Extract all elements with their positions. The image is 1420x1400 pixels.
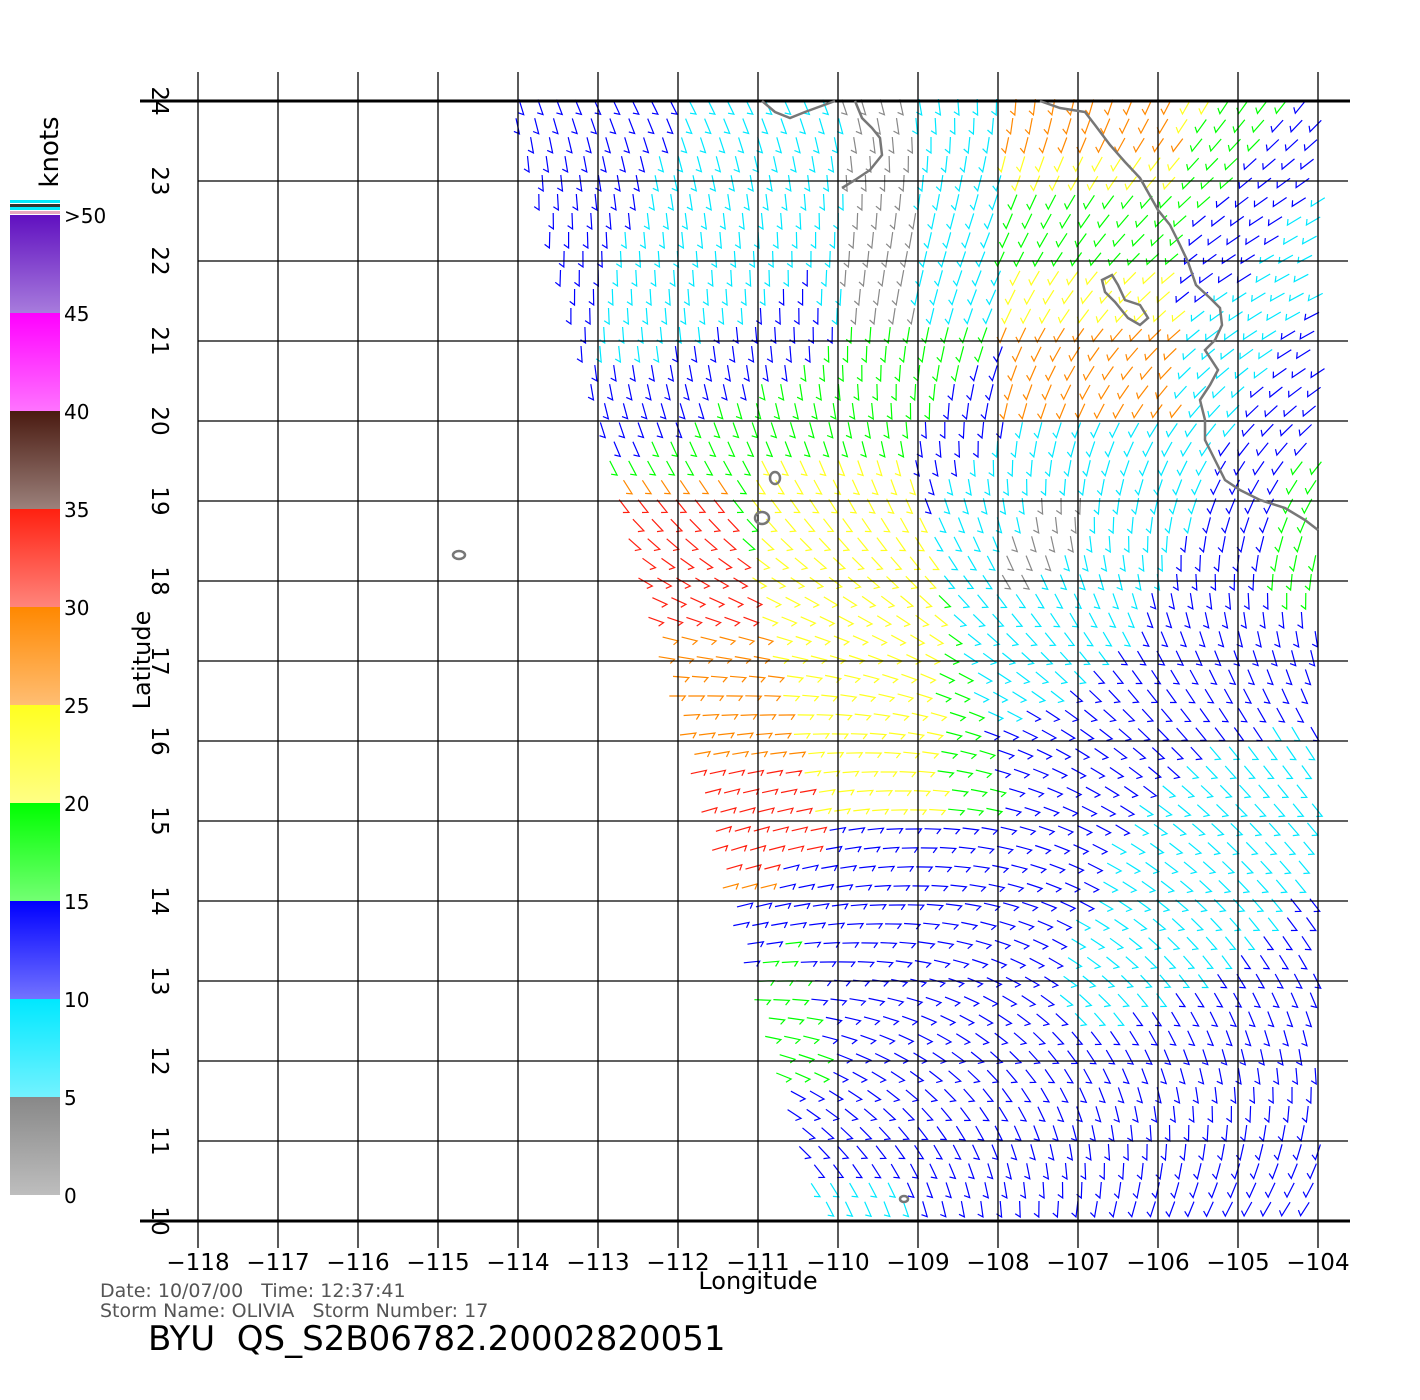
- x-tick-label: −104: [1286, 1250, 1349, 1276]
- x-tick-label: −108: [966, 1250, 1029, 1276]
- x-tick-label: −106: [1126, 1250, 1189, 1276]
- grid: −118 −117 −116 −115 −114 −113 −112 −111 −110 −109…: [140, 72, 1350, 1276]
- wind-barb-group: [622, 98, 1184, 890]
- y-tick-label: 20: [146, 406, 172, 435]
- footer-date: Date: 10/07/00 Time: 12:37:41: [100, 1280, 406, 1302]
- y-tick-label: 15: [146, 806, 172, 835]
- y-tick-label: 13: [146, 966, 172, 995]
- y-tick-label: 21: [146, 326, 172, 355]
- x-tick-label: −118: [166, 1250, 229, 1276]
- colorbar-segment: [10, 1097, 60, 1195]
- x-tick-label: −117: [246, 1250, 309, 1276]
- colorbar-tick-label: >50: [64, 204, 106, 228]
- wind-barb-group: [839, 99, 1081, 590]
- island: [898, 1194, 910, 1204]
- x-tick-label: −114: [486, 1250, 549, 1276]
- x-tick-label: −105: [1206, 1250, 1269, 1276]
- x-tick-label: −113: [566, 1250, 629, 1276]
- island: [451, 549, 467, 561]
- colorbar-cap: [10, 211, 60, 214]
- x-axis-label: Longitude: [698, 1267, 817, 1295]
- colorbar-segment: [10, 999, 60, 1097]
- x-tick-label: −109: [886, 1250, 949, 1276]
- x-tick-label: −116: [326, 1250, 389, 1276]
- x-tick-label: −107: [1046, 1250, 1109, 1276]
- colorbar-label: knots: [35, 116, 65, 187]
- colorbar-tick-label: 15: [64, 890, 89, 914]
- colorbar-tick-label: 35: [64, 498, 89, 522]
- colorbar-cap: [10, 204, 60, 207]
- x-tick-label: −115: [406, 1250, 469, 1276]
- colorbar-tick-label: 10: [64, 988, 89, 1012]
- y-tick-label: 14: [146, 886, 172, 915]
- island: [1100, 273, 1150, 327]
- colorbar-segment: [10, 411, 60, 509]
- colorbar-tick-label: 5: [64, 1086, 77, 1110]
- colorbar-tick-label: 20: [64, 792, 89, 816]
- y-tick-label: 23: [146, 166, 172, 195]
- colorbar-segment: [10, 215, 60, 313]
- colorbar-tick-label: 30: [64, 596, 89, 620]
- y-tick-label: 16: [146, 726, 172, 755]
- footer-storm: Storm Name: OLIVIA Storm Number: 17: [100, 1300, 488, 1322]
- colorbar-segment: [10, 705, 60, 803]
- colorbar-tick-label: 40: [64, 400, 89, 424]
- y-tick-label: 11: [146, 1126, 172, 1155]
- colorbar: 0 5 10 15 20 25 30 35 40 45 >50 knots: [10, 116, 106, 1208]
- wind-barb-group: [513, 99, 1325, 1219]
- x-tick-label: −112: [646, 1250, 709, 1276]
- colorbar-segment: [10, 901, 60, 999]
- x-tick-label: −110: [806, 1250, 869, 1276]
- mexico-coast: [761, 99, 1319, 531]
- colorbar-cap: [10, 207, 60, 210]
- y-tick-label: 22: [146, 246, 172, 275]
- colorbar-segment: [10, 607, 60, 705]
- colorbar-tick-label: 25: [64, 694, 89, 718]
- y-tick-label: 12: [146, 1046, 172, 1075]
- colorbar-segment: [10, 803, 60, 901]
- island: [768, 470, 782, 486]
- colorbar-tick-label: 0: [64, 1184, 77, 1208]
- footer-title: BYU QS_S2B06782.20002820051: [148, 1319, 726, 1359]
- y-axis-label: Latitude: [128, 611, 156, 710]
- colorbar-segment: [10, 313, 60, 411]
- x-tick-label: −111: [726, 1250, 789, 1276]
- island: [753, 510, 771, 526]
- y-tick-label: 18: [146, 566, 172, 595]
- colorbar-tick-label: 45: [64, 302, 89, 326]
- y-tick-label: 17: [146, 646, 172, 675]
- coastline: [451, 99, 1319, 1204]
- wind-barb-group: [609, 99, 1322, 1083]
- y-tick-label: 19: [146, 486, 172, 515]
- colorbar-segment: [10, 509, 60, 607]
- colorbar-cap: [10, 200, 60, 203]
